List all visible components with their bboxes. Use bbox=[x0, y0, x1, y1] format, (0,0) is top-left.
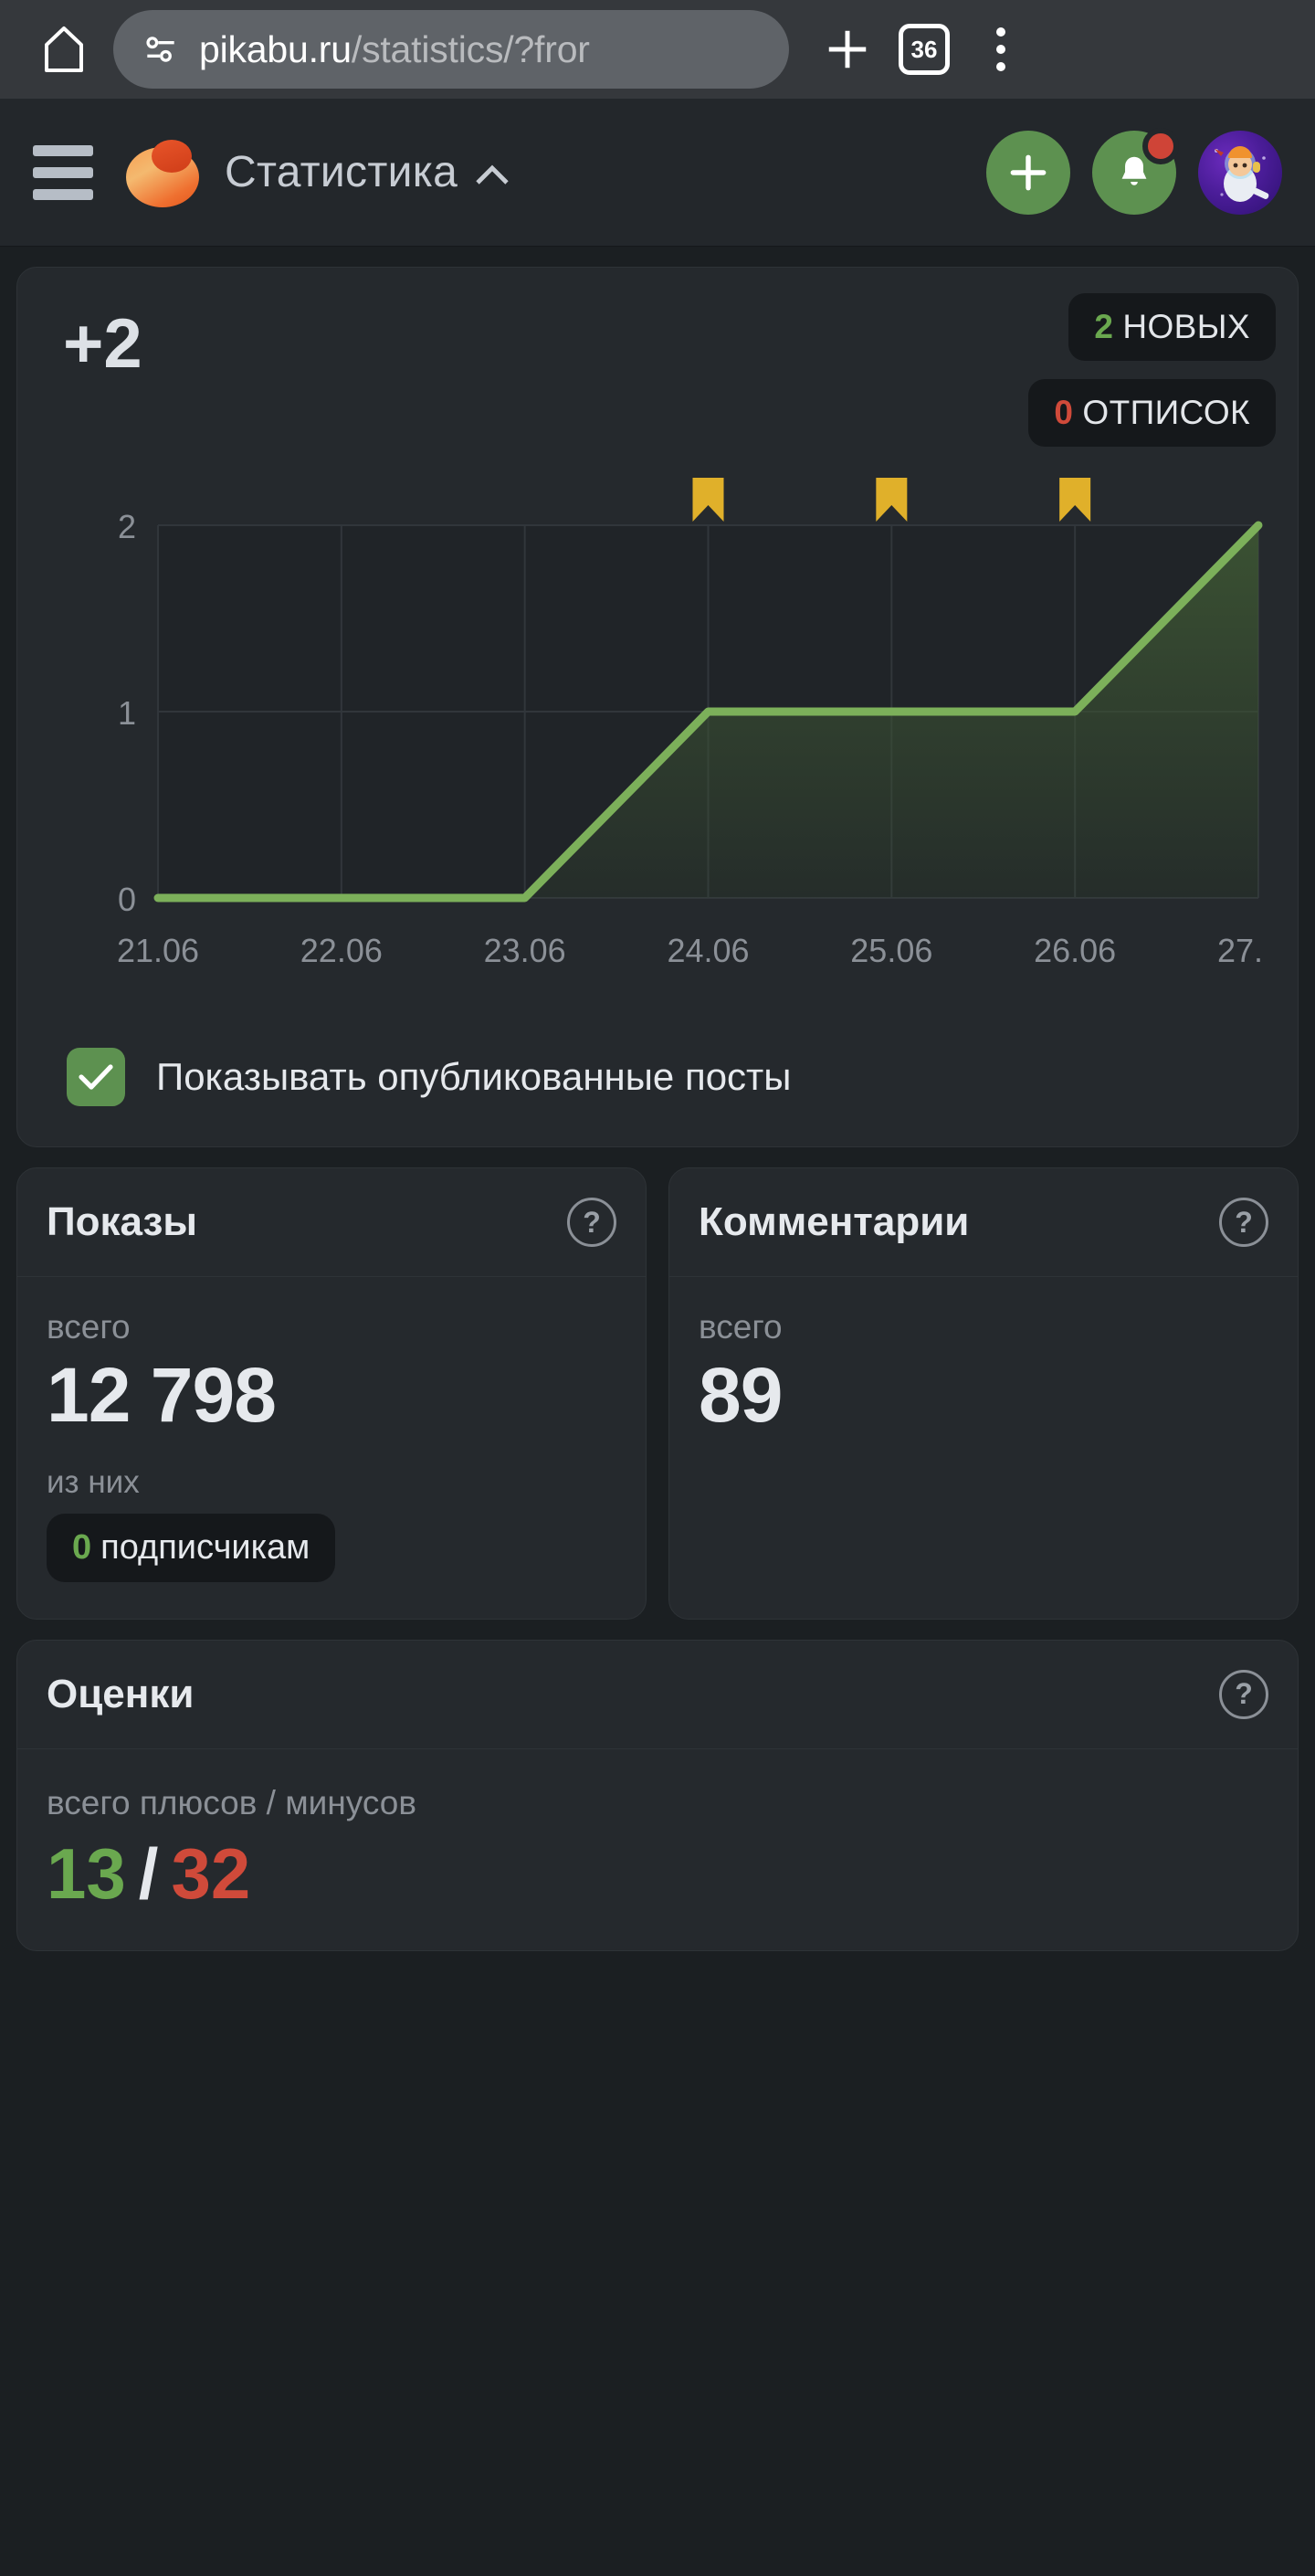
ratings-card-body: всего плюсов / минусов 13/32 bbox=[17, 1749, 1298, 1950]
views-card-header: Показы ? bbox=[17, 1168, 646, 1277]
unsubscribes-count: 0 bbox=[1054, 394, 1074, 431]
question-icon[interactable]: ? bbox=[1219, 1198, 1268, 1247]
tab-count-label: 36 bbox=[899, 24, 950, 75]
ratings-card: Оценки ? всего плюсов / минусов 13/32 bbox=[16, 1639, 1299, 1951]
bookmark-icon[interactable] bbox=[692, 478, 724, 522]
y-axis-tick: 1 bbox=[118, 694, 136, 732]
kebab-menu-icon bbox=[996, 27, 1005, 71]
ratings-sub-label: всего плюсов / минусов bbox=[47, 1783, 416, 1821]
tab-switcher-button[interactable]: 36 bbox=[886, 11, 963, 88]
comments-total-label: всего bbox=[699, 1308, 783, 1346]
ratings-separator: / bbox=[138, 1832, 159, 1914]
unsubscribes-label: ОТПИСОК bbox=[1082, 394, 1250, 431]
y-axis-tick: 2 bbox=[118, 508, 136, 545]
ratings-title: Оценки bbox=[47, 1671, 195, 1716]
subscribers-chart-card: +2 2 НОВЫХ 0 ОТПИСОК 0 1 2 21.06 22.06 23.06 24.… bbox=[16, 267, 1299, 1147]
notification-badge bbox=[1142, 127, 1179, 164]
views-subscribers-count: 0 bbox=[72, 1527, 92, 1567]
chevron-up-icon[interactable] bbox=[474, 147, 510, 197]
x-axis-tick: 22.06 bbox=[300, 932, 383, 969]
notifications-button[interactable] bbox=[1092, 127, 1179, 215]
views-total-value: 12 798 bbox=[47, 1352, 277, 1438]
plus-icon bbox=[1010, 154, 1047, 190]
show-published-posts-checkbox[interactable]: Показывать опубликованные посты bbox=[67, 1048, 1276, 1106]
new-tab-button[interactable] bbox=[809, 11, 886, 88]
subscribers-delta: +2 bbox=[63, 305, 142, 383]
x-axis-tick: 26.06 bbox=[1034, 932, 1116, 969]
create-post-button[interactable] bbox=[986, 130, 1070, 215]
views-card: Показы ? всего 12 798 из них 0 подписчика… bbox=[16, 1167, 647, 1620]
status-badge-unsub: 0 ОТПИСОК bbox=[1028, 379, 1276, 447]
new-subscribers-count: 2 bbox=[1094, 308, 1114, 345]
pikabu-logo-icon[interactable] bbox=[124, 134, 201, 211]
hamburger-icon[interactable] bbox=[33, 144, 93, 200]
comments-card-header: Комментарии ? bbox=[669, 1168, 1298, 1277]
home-icon[interactable] bbox=[31, 16, 97, 82]
url-text: pikabu.ru/statistics/?fror bbox=[199, 28, 590, 71]
comments-title: Комментарии bbox=[699, 1199, 970, 1244]
status-badge-new: 2 НОВЫХ bbox=[1068, 293, 1276, 361]
x-axis-tick: 27.06 bbox=[1217, 932, 1263, 969]
views-total-label: всего bbox=[47, 1308, 131, 1346]
ratings-values: 13/32 bbox=[47, 1832, 1268, 1914]
metrics-row: Показы ? всего 12 798 из них 0 подписчика… bbox=[16, 1167, 1299, 1620]
ratings-plus-value: 13 bbox=[47, 1832, 126, 1914]
browser-menu-button[interactable] bbox=[963, 11, 1039, 88]
checkbox-label: Показывать опубликованные посты bbox=[156, 1055, 792, 1098]
page-title[interactable]: Статистика bbox=[225, 147, 510, 197]
ratings-card-header: Оценки ? bbox=[17, 1641, 1298, 1749]
subscribers-chart[interactable]: 0 1 2 21.06 22.06 23.06 24.06 25.06 26.06 27.06 bbox=[39, 478, 1276, 989]
chart-header: +2 2 НОВЫХ 0 ОТПИСОК bbox=[39, 293, 1276, 447]
statistics-content: +2 2 НОВЫХ 0 ОТПИСОК 0 1 2 21.06 22.06 23.06 24.… bbox=[0, 267, 1315, 1951]
x-axis-tick: 25.06 bbox=[850, 932, 932, 969]
bookmark-icon[interactable] bbox=[1059, 478, 1091, 522]
y-axis-tick: 0 bbox=[118, 881, 136, 918]
url-domain: pikabu.ru bbox=[199, 27, 352, 70]
check-icon bbox=[79, 1064, 113, 1090]
question-icon[interactable]: ? bbox=[567, 1198, 616, 1247]
url-path: /statistics/?fror bbox=[351, 27, 590, 70]
header-actions bbox=[986, 127, 1282, 215]
browser-toolbar: pikabu.ru/statistics/?fror 36 bbox=[0, 0, 1315, 99]
comments-total-value: 89 bbox=[699, 1352, 783, 1438]
address-bar[interactable]: pikabu.ru/statistics/?fror bbox=[113, 10, 789, 89]
chart-badges: 2 НОВЫХ 0 ОТПИСОК bbox=[1028, 293, 1276, 447]
checkbox-checked[interactable] bbox=[67, 1048, 125, 1106]
comments-card-body: всего 89 bbox=[669, 1277, 1298, 1551]
question-icon[interactable]: ? bbox=[1219, 1669, 1268, 1719]
x-axis-tick: 23.06 bbox=[484, 932, 566, 969]
views-subscribers-pill: 0 подписчикам bbox=[47, 1513, 336, 1582]
app-header: Статистика bbox=[0, 99, 1315, 247]
bookmark-icon[interactable] bbox=[876, 478, 908, 522]
page-title-label: Статистика bbox=[225, 148, 458, 196]
user-avatar[interactable] bbox=[1198, 130, 1282, 215]
new-subscribers-label: НОВЫХ bbox=[1122, 308, 1250, 345]
comments-card: Комментарии ? всего 89 bbox=[668, 1167, 1299, 1620]
ratings-minus-value: 32 bbox=[171, 1832, 251, 1914]
x-axis-tick: 24.06 bbox=[667, 932, 749, 969]
views-title: Показы bbox=[47, 1199, 197, 1244]
views-subscribers-label: подписчикам bbox=[100, 1527, 310, 1567]
x-axis-tick: 21.06 bbox=[117, 932, 199, 969]
views-card-body: всего 12 798 из них 0 подписчикам bbox=[17, 1277, 646, 1619]
views-of-which-label: из них bbox=[47, 1463, 140, 1500]
bell-icon bbox=[1121, 156, 1147, 185]
site-settings-icon[interactable] bbox=[141, 29, 181, 69]
